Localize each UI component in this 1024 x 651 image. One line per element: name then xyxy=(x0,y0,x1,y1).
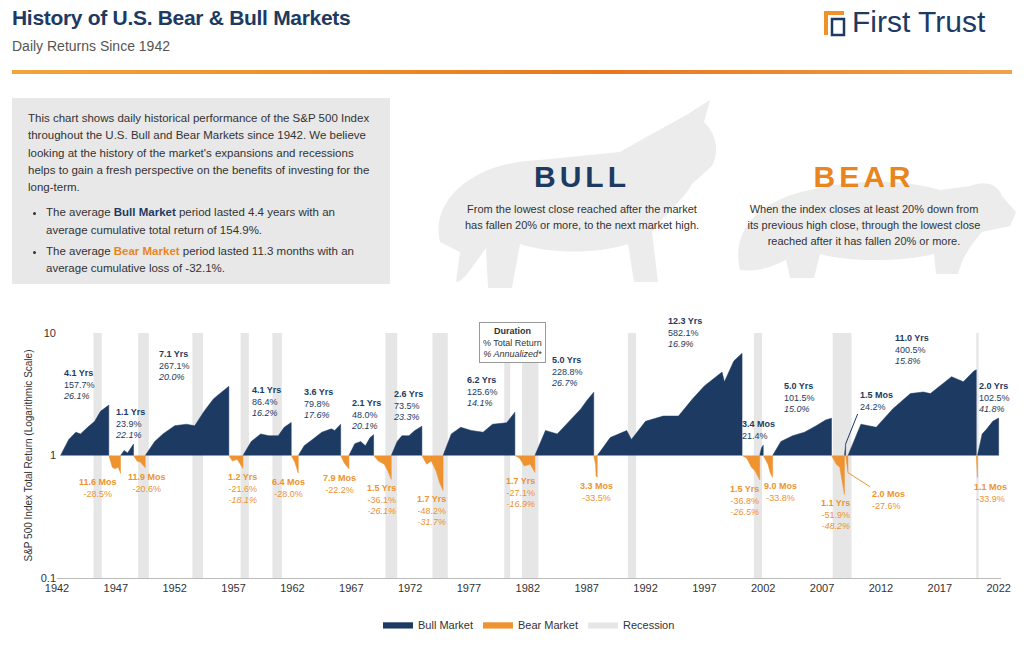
svg-text:6.4 Mos-28.0%: 6.4 Mos-28.0% xyxy=(272,477,305,499)
svg-text:1947: 1947 xyxy=(104,582,128,594)
html-text:First Trust: First Trust xyxy=(852,5,986,38)
svg-text:1997: 1997 xyxy=(692,582,716,594)
svg-text:Duration% Total Return% Annual: Duration% Total Return% Annualized* xyxy=(483,326,542,359)
svg-text:2.6 Yrs73.5%23.3%: 2.6 Yrs73.5%23.3% xyxy=(393,389,423,422)
svg-text:1.5 Yrs-36.1%-26.1%: 1.5 Yrs-36.1%-26.1% xyxy=(367,483,396,516)
svg-text:1967: 1967 xyxy=(339,582,363,594)
svg-text:1982: 1982 xyxy=(516,582,540,594)
svg-text:Recession: Recession xyxy=(623,619,674,631)
svg-text:5.0 Yrs101.5%15.0%: 5.0 Yrs101.5%15.0% xyxy=(784,381,815,414)
svg-text:1.2 Yrs-21.6%-18.1%: 1.2 Yrs-21.6%-18.1% xyxy=(228,472,257,505)
svg-text:2022: 2022 xyxy=(986,582,1010,594)
html-text:BULL: BULL xyxy=(534,160,630,193)
svg-text:1.1 Yrs23.9%22.1%: 1.1 Yrs23.9%22.1% xyxy=(115,407,145,440)
svg-text:2012: 2012 xyxy=(869,582,893,594)
html-text:This chart shows daily histori: This chart shows daily historical perfor… xyxy=(28,112,370,193)
svg-text:3.6 Yrs79.8%17.6%: 3.6 Yrs79.8%17.6% xyxy=(304,387,333,420)
svg-text:2007: 2007 xyxy=(810,582,834,594)
html-text:Daily Returns Since 1942: Daily Returns Since 1942 xyxy=(12,38,170,54)
svg-text:1.1 Mos-33.9%: 1.1 Mos-33.9% xyxy=(974,482,1007,504)
svg-text:7.9 Mos-22.2%: 7.9 Mos-22.2% xyxy=(323,473,356,495)
svg-text:1987: 1987 xyxy=(574,582,598,594)
svg-text:12.3 Yrs582.1%16.9%: 12.3 Yrs582.1%16.9% xyxy=(668,316,702,349)
svg-text:1.1 Yrs-51.9%-48.2%: 1.1 Yrs-51.9%-48.2% xyxy=(821,498,850,531)
svg-text:3.3 Mos-33.5%: 3.3 Mos-33.5% xyxy=(580,481,613,503)
html-text:BEAR: BEAR xyxy=(813,160,915,193)
svg-text:S&P 500 Index Total Return (Lo: S&P 500 Index Total Return (Logarithmic … xyxy=(23,350,34,562)
svg-text:6.2 Yrs125.6%14.1%: 6.2 Yrs125.6%14.1% xyxy=(467,375,498,408)
svg-text:1.5 Yrs-36.8%-26.5%: 1.5 Yrs-36.8%-26.5% xyxy=(730,484,759,517)
svg-text:11.6 Mos-28.5%: 11.6 Mos-28.5% xyxy=(79,477,117,499)
svg-text:1992: 1992 xyxy=(633,582,657,594)
svg-text:2017: 2017 xyxy=(928,582,952,594)
svg-text:1.7 Yrs-48.2%-31.7%: 1.7 Yrs-48.2%-31.7% xyxy=(417,494,446,527)
svg-text:2.0 Yrs102.5%41.8%: 2.0 Yrs102.5%41.8% xyxy=(979,381,1010,414)
svg-text:7.1 Yrs267.1%20.0%: 7.1 Yrs267.1%20.0% xyxy=(158,349,190,382)
html-text:History of U.S. Bear & Bull Ma: History of U.S. Bear & Bull Markets xyxy=(12,6,351,29)
svg-text:2.1 Yrs48.0%20.1%: 2.1 Yrs48.0%20.1% xyxy=(351,398,381,431)
svg-text:1.7 Yrs-27.1%-16.9%: 1.7 Yrs-27.1%-16.9% xyxy=(506,476,535,509)
svg-text:9.0 Mos-33.8%: 9.0 Mos-33.8% xyxy=(764,481,797,503)
html-text:The average Bear Market period: The average Bear Market period lasted 11… xyxy=(46,244,354,274)
svg-text:2.0 Mos-27.6%: 2.0 Mos-27.6% xyxy=(872,489,905,511)
svg-text:5.0 Yrs228.8%26.7%: 5.0 Yrs228.8%26.7% xyxy=(551,355,583,388)
svg-text:1957: 1957 xyxy=(221,582,245,594)
svg-text:Bear Market: Bear Market xyxy=(518,619,578,631)
svg-text:1: 1 xyxy=(50,449,56,461)
svg-text:1952: 1952 xyxy=(162,582,186,594)
html-text:The average Bull Market period: The average Bull Market period lasted 4.… xyxy=(46,206,335,236)
svg-text:1977: 1977 xyxy=(457,582,481,594)
svg-text:1.5 Mos24.2%: 1.5 Mos24.2% xyxy=(860,390,893,412)
html-text:When the index closes at least: When the index closes at least 20% down … xyxy=(747,203,981,247)
svg-text:Bull Market: Bull Market xyxy=(418,619,473,631)
svg-text:11.0 Yrs400.5%15.8%: 11.0 Yrs400.5%15.8% xyxy=(895,333,929,366)
svg-text:1962: 1962 xyxy=(280,582,304,594)
svg-text:0.1: 0.1 xyxy=(41,572,56,584)
svg-text:4.1 Yrs86.4%16.2%: 4.1 Yrs86.4%16.2% xyxy=(252,385,281,418)
svg-text:10: 10 xyxy=(44,327,56,339)
svg-text:1972: 1972 xyxy=(398,582,422,594)
html-text:From the lowest close reached: From the lowest close reached after the … xyxy=(464,203,700,231)
svg-text:3.4 Mos21.4%: 3.4 Mos21.4% xyxy=(742,419,775,441)
svg-text:11.9 Mos-20.6%: 11.9 Mos-20.6% xyxy=(128,472,166,494)
svg-text:4.1 Yrs157.7%26.1%: 4.1 Yrs157.7%26.1% xyxy=(63,368,95,401)
svg-text:2002: 2002 xyxy=(751,582,775,594)
svg-text:1942: 1942 xyxy=(45,582,69,594)
